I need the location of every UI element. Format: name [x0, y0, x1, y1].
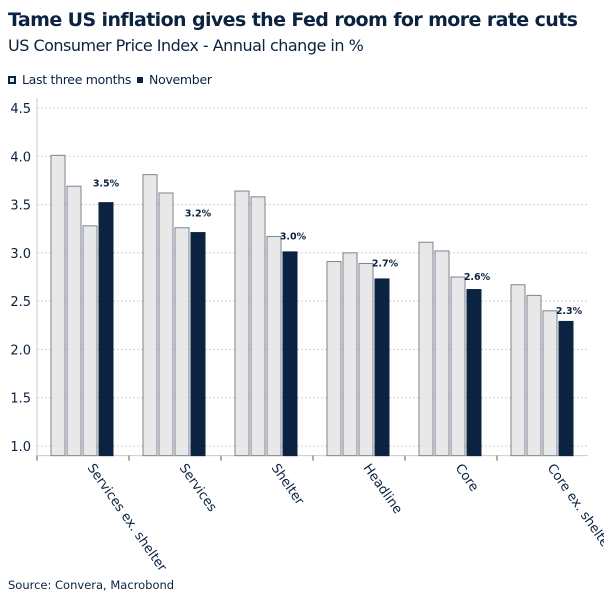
bar-last-three-months [266, 235, 282, 457]
legend-label-november: November [149, 72, 212, 87]
chart-subtitle: US Consumer Price Index - Annual change … [8, 36, 364, 55]
data-label: 2.6% [464, 272, 491, 283]
bar-november [98, 202, 114, 457]
bar-november [374, 278, 390, 457]
bar-last-three-months [418, 241, 434, 457]
bar-last-three-months [526, 294, 542, 457]
y-tick-label: 1.5 [10, 392, 31, 407]
bar-november [466, 289, 482, 457]
y-tick-label: 4.0 [10, 150, 31, 165]
bar-last-three-months [342, 252, 358, 457]
chart-title: Tame US inflation gives the Fed room for… [8, 9, 578, 31]
data-label: 2.7% [372, 258, 399, 269]
y-tick-label: 1.0 [10, 440, 31, 455]
data-label: 3.0% [280, 231, 307, 242]
legend-swatch-november [137, 76, 144, 83]
bar-last-three-months [250, 196, 266, 457]
bar-last-three-months [234, 190, 250, 457]
y-tick-label: 4.5 [10, 102, 31, 117]
source-note: Source: Convera, Macrobond [8, 578, 175, 592]
bar-last-three-months [82, 225, 98, 457]
bar-last-three-months [50, 154, 66, 457]
bar-last-three-months [66, 185, 82, 457]
bar-last-three-months [142, 174, 158, 457]
bar-last-three-months [434, 250, 450, 457]
x-category-label: Core [452, 461, 482, 494]
x-category-label: Shelter [268, 461, 307, 508]
y-tick-label: 3.5 [10, 199, 31, 214]
bar-last-three-months [326, 261, 342, 457]
bar-last-three-months [510, 284, 526, 457]
data-label: 3.5% [93, 179, 120, 190]
y-tick-label: 2.0 [10, 343, 31, 358]
data-label: 3.2% [185, 209, 212, 220]
bar-last-three-months [158, 192, 174, 457]
bar-last-three-months [174, 227, 190, 457]
x-category-label: Services [176, 461, 220, 515]
bar-november [190, 232, 206, 457]
bar-last-three-months [358, 262, 374, 457]
bar-last-three-months [450, 276, 466, 457]
x-category-label: Services ex. shelter [84, 461, 170, 575]
y-tick-label: 2.5 [10, 295, 31, 310]
data-label: 2.3% [556, 306, 583, 317]
y-tick-label: 3.0 [10, 247, 31, 262]
legend-swatch-last-three-months [8, 75, 16, 84]
bar-last-three-months [542, 310, 558, 457]
legend: Last three months November [8, 72, 212, 87]
bar-november [558, 320, 574, 457]
legend-label-last-three-months: Last three months [22, 72, 132, 87]
x-category-label: Core ex. shelter [544, 461, 604, 555]
x-category-label: Headline [360, 461, 405, 517]
bar-november [282, 251, 298, 457]
